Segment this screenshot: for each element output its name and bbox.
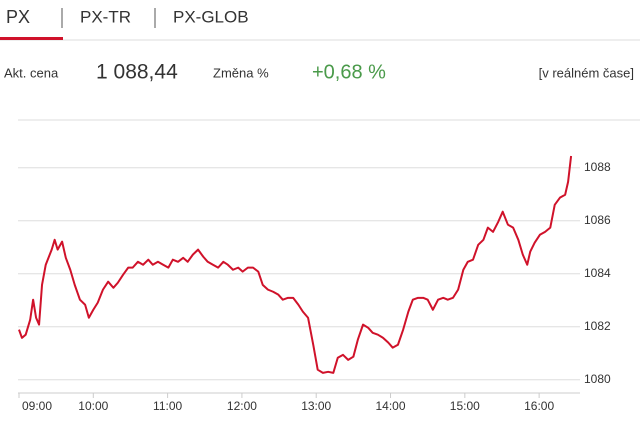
x-tick-label: 09:00 (22, 399, 52, 413)
x-tick-label: 10:00 (78, 399, 108, 413)
y-tick-label: 1084 (584, 266, 611, 280)
tab[interactable]: PX-TR (80, 7, 131, 26)
plot: 1080 1082 1084 1086 1088 09:00 10:00 11:00 12:00… (18, 155, 611, 413)
x-tick-label: 14:00 (376, 399, 406, 413)
y-tick-label: 1080 (584, 372, 611, 386)
x-tick-label: 16:00 (524, 399, 554, 413)
x-tick-label: 12:00 (227, 399, 257, 413)
price: 1 088,44 (96, 61, 178, 84)
x-tick-label: 11:00 (153, 399, 182, 413)
realtime-note: [v reálném čase] (539, 65, 634, 80)
price-label: Akt. cena (4, 65, 59, 80)
tab[interactable]: PX (6, 7, 30, 27)
active-tab-underline (0, 37, 63, 40)
y-tick-label: 1088 (584, 160, 611, 174)
tab[interactable]: PX-GLOB (173, 7, 249, 26)
price-line (18, 155, 573, 374)
change-label: Změna % (213, 65, 269, 80)
y-tick-label: 1086 (584, 213, 611, 227)
change: +0,68 % (312, 61, 386, 83)
y-tick-label: 1082 (584, 319, 611, 333)
x-tick-label: 13:00 (301, 399, 331, 413)
x-tick-label: 15:00 (450, 399, 480, 413)
